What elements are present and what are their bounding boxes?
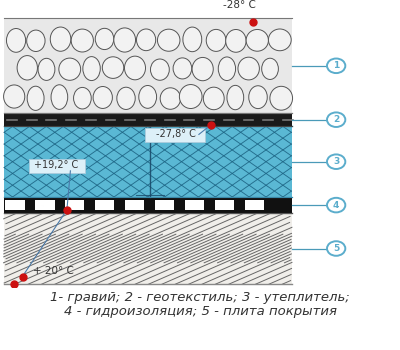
Ellipse shape bbox=[51, 85, 68, 109]
Text: + 20° C: + 20° C bbox=[34, 266, 74, 276]
Bar bbox=[245, 200, 264, 210]
Bar bbox=[65, 200, 84, 210]
Bar bbox=[95, 200, 114, 210]
Bar bbox=[155, 200, 174, 210]
Bar bbox=[185, 200, 204, 210]
Ellipse shape bbox=[268, 29, 291, 51]
Bar bbox=[4, 197, 292, 213]
FancyBboxPatch shape bbox=[145, 128, 205, 142]
Ellipse shape bbox=[158, 29, 180, 51]
Text: +19,2° C: +19,2° C bbox=[34, 160, 78, 170]
Ellipse shape bbox=[183, 27, 202, 52]
Text: -28° C: -28° C bbox=[223, 0, 256, 10]
Text: 4: 4 bbox=[333, 201, 339, 210]
Ellipse shape bbox=[93, 86, 112, 108]
Ellipse shape bbox=[59, 58, 81, 80]
Ellipse shape bbox=[206, 29, 226, 51]
Bar bbox=[125, 200, 144, 210]
Ellipse shape bbox=[74, 88, 91, 109]
Ellipse shape bbox=[38, 58, 55, 80]
Bar bbox=[4, 18, 292, 113]
Ellipse shape bbox=[246, 29, 268, 51]
Ellipse shape bbox=[95, 28, 114, 50]
Text: -27,8° C: -27,8° C bbox=[156, 130, 196, 139]
Ellipse shape bbox=[249, 86, 267, 108]
Text: 5: 5 bbox=[333, 244, 339, 253]
Circle shape bbox=[327, 241, 345, 256]
Text: 1: 1 bbox=[333, 61, 339, 70]
Bar bbox=[4, 113, 292, 126]
Ellipse shape bbox=[71, 29, 93, 52]
Circle shape bbox=[327, 112, 345, 127]
Ellipse shape bbox=[160, 88, 180, 109]
Bar bbox=[4, 126, 292, 197]
Ellipse shape bbox=[83, 57, 100, 80]
Ellipse shape bbox=[270, 86, 292, 110]
Circle shape bbox=[327, 58, 345, 73]
Ellipse shape bbox=[179, 85, 202, 108]
Bar bbox=[4, 213, 292, 284]
Ellipse shape bbox=[117, 87, 135, 110]
Ellipse shape bbox=[4, 85, 25, 108]
Ellipse shape bbox=[27, 30, 45, 51]
Ellipse shape bbox=[150, 59, 169, 80]
Ellipse shape bbox=[238, 57, 259, 80]
Ellipse shape bbox=[262, 58, 278, 79]
Ellipse shape bbox=[114, 28, 136, 52]
Text: 1- гравий; 2 - геотекстиль; 3 - утеплитель;
4 - гидроизоляция; 5 - плита покрыти: 1- гравий; 2 - геотекстиль; 3 - утеплите… bbox=[50, 290, 350, 318]
Bar bbox=[5, 200, 25, 210]
FancyBboxPatch shape bbox=[29, 159, 85, 173]
Text: 3: 3 bbox=[333, 157, 339, 166]
Ellipse shape bbox=[227, 85, 244, 110]
Bar bbox=[215, 200, 234, 210]
Ellipse shape bbox=[139, 85, 156, 108]
Ellipse shape bbox=[50, 27, 71, 51]
Ellipse shape bbox=[102, 57, 124, 78]
Bar bbox=[35, 200, 54, 210]
Ellipse shape bbox=[173, 58, 192, 79]
Ellipse shape bbox=[136, 29, 156, 51]
Ellipse shape bbox=[218, 57, 236, 80]
Ellipse shape bbox=[6, 28, 26, 52]
Ellipse shape bbox=[226, 29, 246, 52]
Text: 2: 2 bbox=[333, 115, 339, 124]
Ellipse shape bbox=[27, 86, 44, 110]
Circle shape bbox=[327, 154, 345, 169]
Ellipse shape bbox=[124, 56, 146, 80]
Ellipse shape bbox=[203, 87, 224, 110]
Ellipse shape bbox=[17, 56, 38, 80]
Circle shape bbox=[327, 198, 345, 212]
Ellipse shape bbox=[192, 57, 213, 81]
